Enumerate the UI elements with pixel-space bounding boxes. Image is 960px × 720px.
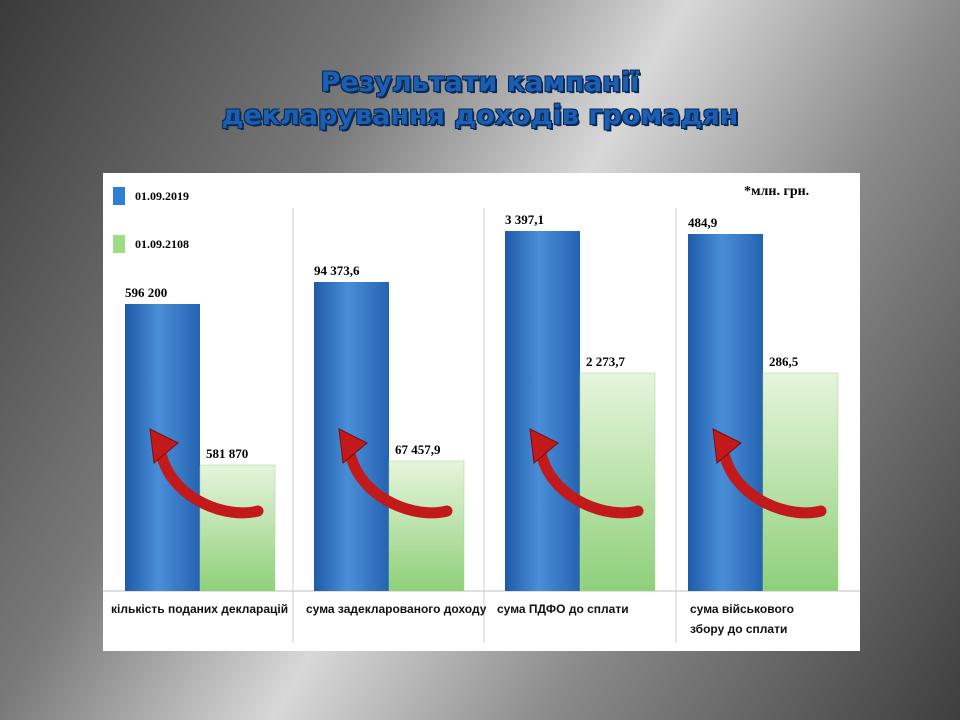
bar-chart: 596 200 581 870 кількість поданих декларац… [103,184,860,643]
red-arrowhead [712,428,742,464]
red-arrow [719,451,827,519]
unit-note: *млн. грн. [744,184,809,199]
bar-2018 [762,372,839,592]
bar-2018 [199,464,276,592]
red-arrowhead [529,428,559,464]
value-label-2019: 596 200 [125,285,167,300]
legend-swatch [113,235,125,253]
red-arrowhead [149,428,179,464]
value-label-2019: 484,9 [688,215,718,230]
red-arrow [345,451,453,519]
slide-title-line1: Результати кампанії [320,67,640,98]
value-label-2018: 67 457,9 [395,442,441,457]
bar-2019 [505,231,580,591]
category-label: сума задекларованого доходу [306,602,487,616]
category-label: сума військового [690,602,794,616]
value-label-2018: 286,5 [769,354,799,369]
red-arrow [156,451,264,519]
bar-2018 [388,460,465,592]
red-arrowhead [338,428,368,464]
bar-2018 [579,372,656,592]
slide-title-line2: декларування доходів громадян [221,100,739,131]
value-label-2018: 581 870 [206,446,248,461]
legend-swatch [113,187,125,205]
category-label: сума ПДФО до сплати [497,602,629,616]
red-arrow [536,451,644,519]
category-label: кількість поданих декларацій [111,602,288,616]
value-label-2018: 2 273,7 [586,354,626,369]
value-label-2019: 94 373,6 [314,263,360,278]
legend-label: 01.09.2019 [135,189,189,203]
slide-title: Результати кампанії декларування доходів… [0,66,960,132]
bar-2019 [688,234,763,591]
legend-label: 01.09.2108 [135,237,189,251]
category-label: збору до сплати [690,622,787,636]
chart-panel: 596 200 581 870 кількість поданих декларац… [103,173,860,651]
value-label-2019: 3 397,1 [505,212,544,227]
